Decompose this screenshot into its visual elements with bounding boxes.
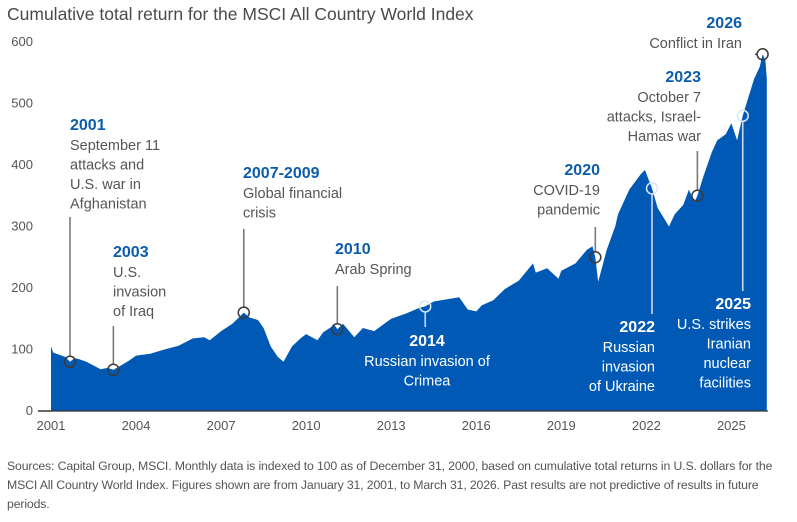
event-marker [691, 189, 704, 202]
event-year-label: 2001 [70, 117, 106, 134]
event-year-label: 2022 [619, 319, 655, 336]
event-marker [63, 355, 77, 369]
y-tick-label: 600 [11, 34, 33, 49]
annotations: 2001 September 11 attacks and U.S. war in Af… [63, 15, 769, 395]
x-tick-label: 2007 [207, 418, 236, 433]
footnote: Sources: Capital Group, MSCI. Monthly da… [7, 459, 773, 511]
event-annotation: 2022 Russian invasion of Ukraine [589, 182, 659, 395]
event-annotation: 2020 COVID-19 pandemic [533, 162, 602, 264]
event-annotation: 2014 Russian invasion of Crimea [364, 300, 491, 390]
event-annotation: 2023 October 7 attacks, Israel- Hamas war [607, 69, 704, 202]
event-year-label: 2010 [335, 241, 371, 258]
y-tick-label: 400 [11, 157, 33, 172]
event-year-label: 2026 [706, 15, 742, 32]
event-description: Conflict in Iran [649, 36, 742, 52]
event-description: Hamas war [628, 129, 701, 145]
chart: Cumulative total return for the MSCI All… [7, 4, 769, 433]
x-tick-label: 2013 [377, 418, 406, 433]
y-tick-label: 200 [11, 280, 33, 295]
event-description: Arab Spring [335, 262, 412, 278]
event-description: Russian [603, 340, 655, 356]
event-description: of Ukraine [589, 379, 655, 395]
event-description: attacks and [70, 158, 144, 174]
x-tick-label: 2025 [717, 418, 746, 433]
y-tick-label: 500 [11, 96, 33, 111]
event-description: nuclear [703, 356, 751, 372]
plot-area [51, 54, 767, 412]
event-description: invasion [113, 285, 166, 301]
event-description: October 7 [637, 90, 701, 106]
x-tick-label: 2010 [292, 418, 321, 433]
event-description: facilities [699, 376, 751, 392]
event-annotation: 2025 U.S. strikes Iranian nuclear facilities [677, 109, 751, 392]
event-description: September 11 [70, 138, 160, 154]
event-description: invasion [602, 360, 655, 376]
event-year-label: 2007-2009 [243, 165, 320, 182]
event-year-label: 2020 [564, 162, 600, 179]
event-description: pandemic [537, 203, 600, 219]
x-tick-label: 2019 [547, 418, 576, 433]
chart-title: Cumulative total return for the MSCI All… [7, 4, 474, 24]
event-description: Global financial [243, 186, 342, 202]
return-area [51, 54, 767, 412]
event-description: Russian invasion of [364, 354, 491, 370]
event-description: COVID-19 [533, 183, 600, 199]
y-tick-label: 300 [11, 219, 33, 234]
event-marker [589, 251, 602, 264]
event-description: crisis [243, 206, 276, 222]
x-tick-label: 2001 [37, 418, 66, 433]
event-annotation: 2010 Arab Spring [331, 241, 412, 336]
event-marker [331, 322, 344, 336]
event-annotation: 2007-2009 Global financial crisis [237, 165, 342, 319]
event-description: U.S. strikes [677, 317, 751, 333]
event-marker [237, 306, 251, 319]
event-year-label: 2014 [409, 333, 445, 350]
event-year-label: 2025 [715, 296, 751, 313]
x-axis: 2001 2004 2007 2010 2013 2016 2019 2022 2025 [37, 418, 746, 433]
x-tick-label: 2022 [632, 418, 661, 433]
event-marker [107, 363, 120, 377]
event-marker [645, 182, 659, 195]
event-description: Afghanistan [70, 197, 147, 213]
event-annotation: 2003 U.S. invasion of Iraq [107, 244, 166, 377]
event-year-label: 2023 [665, 69, 701, 86]
event-year-label: 2003 [113, 244, 149, 261]
event-annotation: 2026 Conflict in Iran [649, 15, 769, 61]
event-marker [756, 48, 769, 61]
event-marker [736, 109, 749, 123]
x-tick-label: 2004 [122, 418, 151, 433]
event-marker [418, 300, 432, 313]
y-tick-label: 0 [26, 403, 33, 418]
event-description: of Iraq [113, 304, 154, 320]
y-tick-label: 100 [11, 342, 33, 357]
y-axis: 0 100 200 300 400 500 600 [11, 34, 51, 418]
event-description: Crimea [404, 374, 452, 390]
event-description: U.S. [113, 265, 141, 281]
x-tick-label: 2016 [462, 418, 491, 433]
event-description: attacks, Israel- [607, 110, 701, 126]
event-annotation: 2001 September 11 attacks and U.S. war in Af… [63, 117, 160, 369]
event-description: U.S. war in [70, 177, 141, 193]
event-description: Iranian [707, 337, 751, 353]
